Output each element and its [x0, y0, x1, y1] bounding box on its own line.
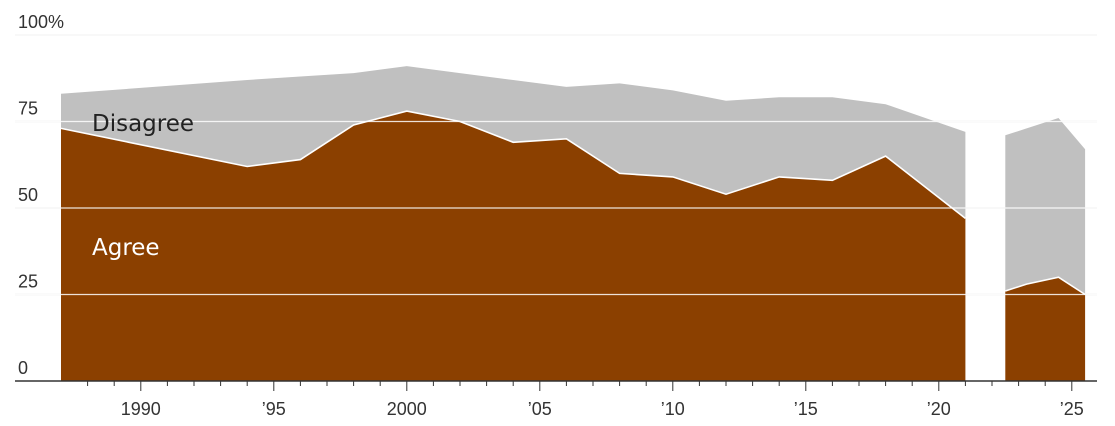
x-tick-label: ’05 — [528, 399, 552, 419]
agree-series-label: Agree — [92, 235, 160, 261]
agree-area — [1005, 277, 1086, 381]
agree-area — [61, 111, 966, 381]
y-tick-label: 0 — [18, 358, 28, 378]
agree-boundary-line — [1005, 276, 1086, 296]
agree-boundary-line — [60, 110, 966, 220]
disagree-series-label: Disagree — [92, 111, 194, 137]
y-tick-label: 25 — [18, 272, 38, 292]
y-tick-label: 100% — [18, 12, 64, 32]
x-tick-label: ’10 — [661, 399, 685, 419]
x-tick-label: 1990 — [121, 399, 161, 419]
y-tick-label: 50 — [18, 185, 38, 205]
x-tick-label: ’25 — [1060, 399, 1084, 419]
x-tick-label: ’95 — [262, 399, 286, 419]
x-tick-label: 2000 — [387, 399, 427, 419]
disagree-area — [1005, 118, 1086, 295]
x-tick-label: ’20 — [927, 399, 951, 419]
areas — [60, 66, 1086, 381]
gridlines-overlay — [15, 34, 1097, 296]
y-tick-label: 75 — [18, 99, 38, 119]
x-tick-label: ’15 — [794, 399, 818, 419]
axes: 100% 75 50 25 0 1990 ’95 2000 ’05 ’10 ’15 ’20 ’25 — [15, 12, 1097, 419]
